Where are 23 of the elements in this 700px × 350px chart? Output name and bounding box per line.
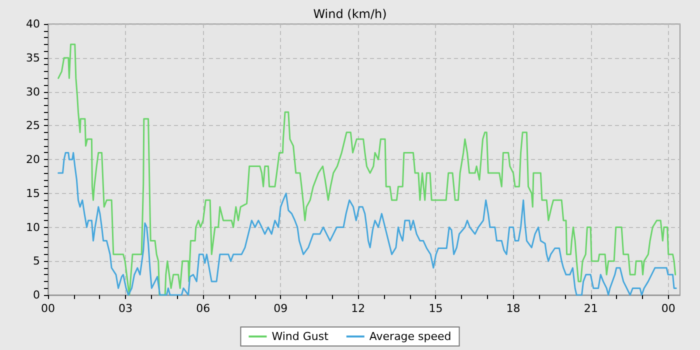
y-tick-label: 25 <box>26 119 40 132</box>
x-tick-label: 12 <box>351 302 366 315</box>
y-tick-label: 15 <box>26 186 40 200</box>
x-tick-label: 18 <box>506 302 520 315</box>
line-series <box>58 44 676 296</box>
x-tick-label: 00 <box>41 302 55 315</box>
x-tick-label: 09 <box>274 302 288 315</box>
y-tick-label: 40 <box>26 18 40 30</box>
x-tick-label: 03 <box>118 302 133 315</box>
legend-label: Wind Gust <box>272 330 330 343</box>
y-tick-label: 35 <box>26 51 40 64</box>
y-tick-label: 5 <box>33 254 40 268</box>
x-tick-label: 21 <box>584 302 598 315</box>
line-series <box>58 152 677 296</box>
x-tick-label: 00 <box>661 302 676 315</box>
x-tick-label: 15 <box>428 302 443 315</box>
y-tick-label: 30 <box>26 85 40 98</box>
chart-title: Wind (km/h) <box>313 7 387 21</box>
y-tick-label: 10 <box>26 220 40 234</box>
x-tick-label: 06 <box>196 302 210 315</box>
y-tick-label: 0 <box>33 288 40 302</box>
legend-label: Average speed <box>369 330 452 343</box>
y-tick-label: 20 <box>26 153 40 166</box>
